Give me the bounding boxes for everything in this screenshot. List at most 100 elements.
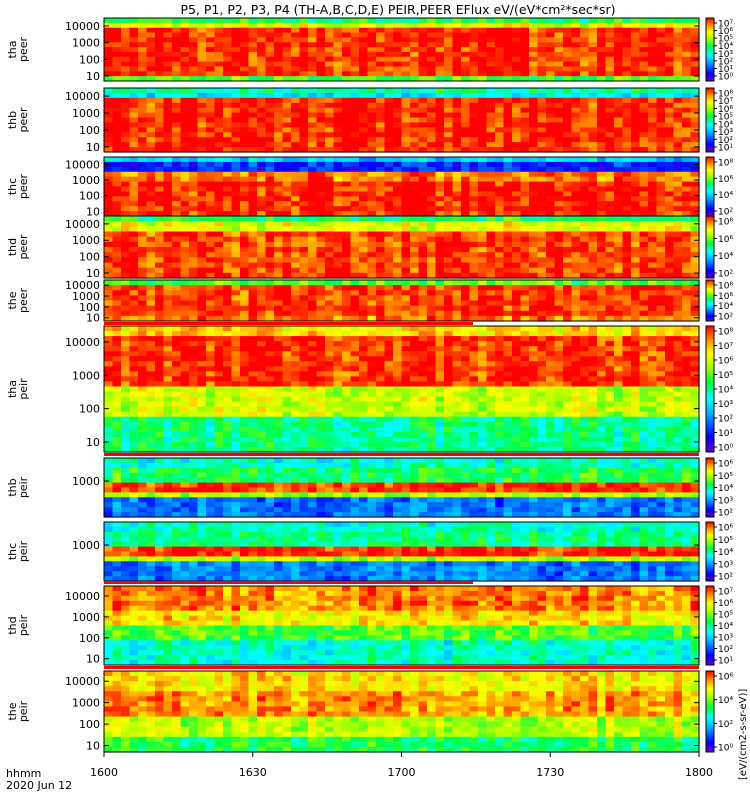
panel-label: the <box>6 291 19 309</box>
x-axis: 1600 1630 1700 1730 1800 <box>90 752 713 779</box>
panel-label: thc <box>6 178 19 195</box>
colorbar-tick-label: 10⁴ <box>718 548 733 558</box>
colorbar-tick-label: 10⁸ <box>718 159 733 169</box>
y-tick-label: 10 <box>86 205 100 218</box>
panel-frame <box>103 215 700 279</box>
colorbar-tick-label: 10² <box>718 136 733 146</box>
colorbar-tick-label: 10² <box>718 57 733 67</box>
y-tick-label: 100 <box>79 53 100 66</box>
colorbar-tick-label: 10⁵ <box>718 113 733 123</box>
data-flag-bar <box>104 453 699 456</box>
colorbar-tick-label: 10² <box>718 208 733 218</box>
panel-frame <box>103 585 700 666</box>
panel-label: thb <box>6 111 19 129</box>
panel-frame <box>103 87 700 153</box>
panel-frame <box>103 457 700 518</box>
y-tick-label: 1000 <box>72 611 100 624</box>
y-tick-label: 1000 <box>72 369 100 382</box>
panel-frame <box>103 17 700 82</box>
panel-label: thd <box>6 616 19 634</box>
colorbar <box>705 670 715 753</box>
y-tick-label: 1000 <box>72 697 100 710</box>
panel-label: peer <box>17 174 30 200</box>
colorbar-tick-label: 10⁷ <box>718 97 733 107</box>
colorbar-tick-label: 10⁷ <box>718 342 733 352</box>
colorbar-tick-label: 10⁴ <box>718 191 733 201</box>
colorbar-tick-label: 10⁸ <box>718 328 733 338</box>
spectrogram-cells <box>104 216 700 279</box>
panel-label: peir <box>17 614 30 636</box>
colorbar-tick-label: 10⁴ <box>718 302 733 312</box>
panel-stack: 10000100010010thapeer10⁷10⁶10⁵10⁴10³10²1… <box>6 17 733 754</box>
data-flag-bar <box>104 322 473 325</box>
colorbar-tick-label: 10³ <box>718 50 733 60</box>
panel-thb-peer: 10000100010010thbpeer10⁸10⁷10⁶10⁵10⁴10³1… <box>6 87 733 154</box>
colorbar-tick-label: 10⁴ <box>718 120 733 130</box>
panel-label: peer <box>17 234 30 260</box>
colorbar-tick-label: 10⁶ <box>718 673 733 683</box>
y-tick-label: 10 <box>86 653 100 666</box>
spectrogram-cells <box>104 586 700 666</box>
y-tick-label: 10 <box>86 436 100 449</box>
colorbar-tick-label: 10⁸ <box>718 282 733 292</box>
x-tick-label: 1600 <box>90 766 118 779</box>
panel-frame <box>103 325 700 453</box>
y-tick-label: 1000 <box>72 174 100 187</box>
x-tick-label: 1630 <box>239 766 267 779</box>
colorbar-tick-label: 10⁶ <box>718 27 733 37</box>
panel-label: peir <box>17 378 30 400</box>
colorbar-tick-label: 10³ <box>718 496 733 506</box>
colorbar-tick-label: 10⁵ <box>718 611 733 621</box>
colorbar-tick-label: 10⁷ <box>718 20 733 30</box>
colorbar-tick-label: 10⁶ <box>718 357 733 367</box>
colorbar-tick-label: 10⁰ <box>718 444 733 454</box>
colorbar-tick-label: 10² <box>718 509 733 519</box>
y-tick-label: 10 <box>86 267 100 280</box>
data-flag-bar <box>104 581 473 584</box>
y-tick-label: 100 <box>79 718 100 731</box>
panel-tha-peer: 10000100010010thapeer10⁷10⁶10⁵10⁴10³10²1… <box>6 17 733 83</box>
y-tick-label: 10000 <box>65 336 100 349</box>
colorbar-tick-label: 10⁶ <box>718 105 733 115</box>
y-tick-label: 1000 <box>72 539 100 552</box>
spectrogram-cells <box>104 157 700 217</box>
colorbar-tick-label: 10⁰ <box>718 744 733 754</box>
y-tick-label: 100 <box>79 301 100 314</box>
colorbar-tick-label: 10⁵ <box>718 371 733 381</box>
colorbar-tick-label: 10³ <box>718 128 733 138</box>
colorbar-tick-label: 10⁴ <box>718 484 733 494</box>
panel-label: thb <box>6 478 19 496</box>
y-tick-label: 10 <box>86 141 100 154</box>
panel-label: thd <box>6 238 19 256</box>
colorbar-tick-label: 10¹ <box>718 65 733 75</box>
data-flag-bar <box>104 666 699 669</box>
colorbar <box>705 87 715 153</box>
colorbar-tick-label: 10⁶ <box>718 175 733 185</box>
panel-label: tha <box>6 380 19 398</box>
colorbar-units-title: [eV/(cm2-s-sr-eV)] <box>738 689 749 780</box>
y-tick-label: 10000 <box>65 90 100 103</box>
colorbar-tick-label: 10⁵ <box>718 35 733 45</box>
colorbar <box>705 279 715 322</box>
y-tick-label: 10000 <box>65 218 100 231</box>
y-tick-label: 1000 <box>72 37 100 50</box>
y-tick-label: 10000 <box>65 590 100 603</box>
panel-label: thc <box>6 543 19 560</box>
colorbar <box>705 156 715 217</box>
colorbar-tick-label: 10² <box>718 270 733 280</box>
panel-label: tha <box>6 40 19 58</box>
y-tick-label: 1000 <box>72 475 100 488</box>
colorbar-tick-label: 10⁰ <box>718 73 733 83</box>
x-axis-date-label: 2020 Jun 12 <box>6 779 72 792</box>
colorbar-tick-label: 10² <box>718 313 733 323</box>
y-tick-label: 1000 <box>72 234 100 247</box>
panel-label: peir <box>17 540 30 562</box>
x-tick-label: 1730 <box>536 766 564 779</box>
colorbar-tick-label: 10⁴ <box>718 386 733 396</box>
colorbar-tick-label: 10⁶ <box>718 235 733 245</box>
